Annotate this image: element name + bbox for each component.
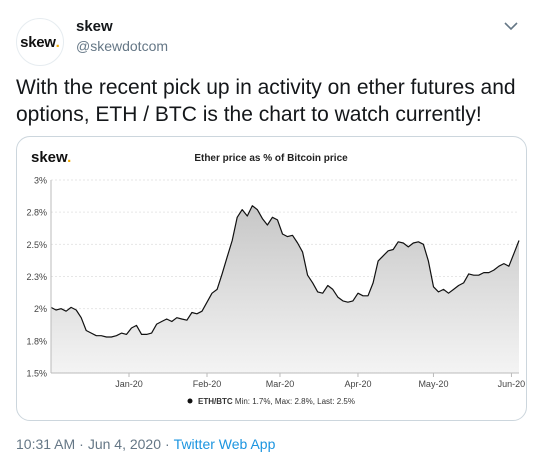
y-tick-label: 1.5% bbox=[26, 369, 47, 379]
avatar-logo-text: skew bbox=[20, 33, 56, 51]
x-tick-label: Jan-20 bbox=[115, 379, 143, 389]
display-name[interactable]: skew bbox=[76, 18, 113, 35]
chart-card[interactable]: skew. Ether price as % of Bitcoin price 1.… bbox=[16, 136, 527, 421]
y-tick-label: 2.8% bbox=[26, 208, 47, 218]
avatar[interactable]: skew. bbox=[16, 18, 64, 66]
tweet-footer: 10:31 AM · Jun 4, 2020 · Twitter Web App bbox=[16, 436, 275, 452]
footer-separator: · bbox=[79, 436, 84, 452]
avatar-logo-dot: . bbox=[55, 33, 60, 51]
tweet-header: skew. skew @skewdotcom bbox=[16, 12, 523, 66]
tweet-date[interactable]: Jun 4, 2020 bbox=[87, 436, 161, 452]
chart-title: Ether price as % of Bitcoin price bbox=[194, 153, 348, 164]
x-tick-label: Feb-20 bbox=[193, 379, 222, 389]
y-tick-label: 2.5% bbox=[26, 240, 47, 250]
y-tick-label: 2% bbox=[34, 304, 47, 314]
y-tick-label: 3% bbox=[34, 176, 47, 186]
y-tick-label: 1.8% bbox=[26, 336, 47, 346]
chevron-down-icon[interactable] bbox=[499, 14, 523, 38]
x-tick-label: Jun-20 bbox=[498, 379, 526, 389]
legend-label: ETH/BTC Min: 1.7%, Max: 2.8%, Last: 2.5% bbox=[198, 397, 355, 406]
legend-marker bbox=[187, 398, 193, 404]
y-tick-label: 2.3% bbox=[26, 272, 47, 282]
footer-separator: · bbox=[165, 436, 170, 452]
user-handle[interactable]: @skewdotcom bbox=[76, 38, 169, 54]
x-tick-label: Mar-20 bbox=[266, 379, 295, 389]
tweet-time[interactable]: 10:31 AM bbox=[16, 436, 76, 452]
chart-brand-logo: skew. bbox=[31, 149, 71, 166]
source-link[interactable]: Twitter Web App bbox=[173, 436, 276, 452]
series-line-eth-btc bbox=[50, 205, 520, 338]
chart: skew. Ether price as % of Bitcoin price 1.… bbox=[26, 149, 526, 406]
x-tick-label: Apr-20 bbox=[344, 379, 371, 389]
tweet-text: With the recent pick up in activity on e… bbox=[16, 76, 516, 126]
x-tick-label: May-20 bbox=[418, 379, 448, 389]
series-area-eth-btc bbox=[51, 205, 519, 373]
